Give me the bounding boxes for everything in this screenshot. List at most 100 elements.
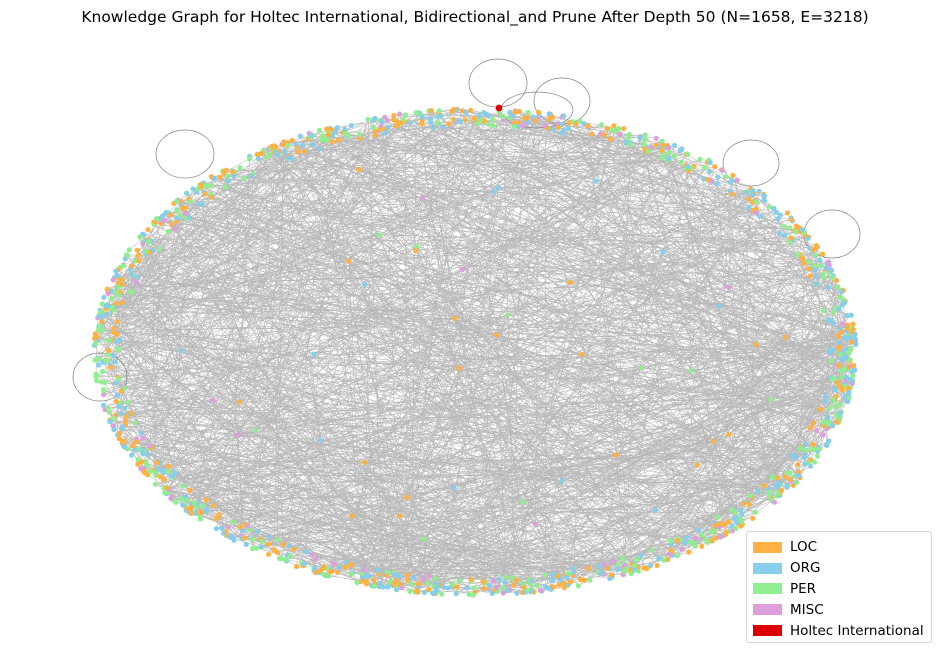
- graph-node-loc: [118, 388, 124, 394]
- graph-node-org: [844, 312, 850, 319]
- graph-node-org: [379, 118, 385, 125]
- graph-node-per: [316, 127, 323, 134]
- graph-node-per: [616, 126, 622, 132]
- graph-node-loc: [471, 115, 477, 121]
- graph-node-per: [641, 141, 647, 147]
- graph-node-loc: [326, 569, 333, 575]
- graph-node-org: [421, 589, 428, 596]
- graph-node-loc: [405, 577, 411, 583]
- graph-node-misc: [610, 559, 616, 566]
- graph-node-org: [383, 130, 389, 136]
- graph-node-org: [317, 437, 323, 443]
- graph-node-per: [628, 570, 634, 577]
- graph-node-per: [753, 199, 759, 205]
- legend-label-org: ORG: [790, 560, 821, 577]
- graph-node-per: [324, 137, 330, 143]
- graph-node-loc: [838, 329, 844, 335]
- graph-node-per: [490, 116, 496, 122]
- graph-node-org: [293, 141, 299, 147]
- graph-node-loc: [722, 522, 728, 528]
- graph-node-loc: [237, 524, 244, 530]
- graph-node-loc: [779, 487, 785, 493]
- graph-node-org: [104, 311, 110, 317]
- graph-node-per: [638, 365, 644, 371]
- graph-node-per: [408, 581, 414, 587]
- graph-node-org: [485, 113, 492, 119]
- graph-node-loc: [342, 564, 348, 571]
- graph-node-per: [180, 483, 186, 489]
- graph-node-loc: [258, 150, 265, 157]
- graph-node-org: [838, 357, 845, 363]
- graph-node-org: [118, 411, 124, 417]
- graph-node-per: [99, 379, 105, 385]
- graph-node-loc: [134, 247, 140, 253]
- graph-node-org: [114, 272, 120, 278]
- graph-node-org: [564, 574, 570, 580]
- graph-node-org: [172, 470, 178, 476]
- graph-node-per: [278, 555, 284, 561]
- graph-node-per: [477, 117, 483, 123]
- graph-node-per: [646, 148, 652, 154]
- graph-node-org: [392, 572, 398, 578]
- graph-node-per: [829, 274, 835, 280]
- graph-node-loc: [561, 581, 567, 587]
- graph-node-loc: [398, 120, 404, 126]
- graph-node-loc: [372, 132, 378, 138]
- graph-node-org: [707, 159, 713, 166]
- graph-node-per: [326, 573, 332, 579]
- graph-node-org: [178, 348, 184, 354]
- graph-node-loc: [536, 109, 542, 115]
- graph-node-loc: [446, 121, 452, 127]
- graph-node-org: [701, 176, 707, 182]
- graph-node-loc: [254, 151, 260, 157]
- graph-node-org: [755, 488, 761, 494]
- graph-node-per: [371, 583, 377, 589]
- graph-node-org: [656, 556, 662, 562]
- graph-node-loc: [793, 223, 799, 229]
- graph-node-loc: [567, 279, 574, 285]
- graph-node-org: [138, 430, 144, 436]
- graph-node-per: [678, 159, 684, 165]
- graph-node-misc: [420, 194, 426, 200]
- graph-node-loc: [658, 147, 665, 153]
- graph-node-org: [566, 125, 572, 132]
- graph-node-loc: [122, 419, 129, 425]
- graph-node-per: [847, 357, 853, 363]
- graph-node-per: [820, 419, 826, 425]
- graph-node-org: [638, 552, 644, 559]
- legend: LOC ORG PER MISC Holtec International: [746, 531, 932, 643]
- graph-node-per: [798, 445, 804, 451]
- graph-node-org: [267, 534, 273, 540]
- graph-node-loc: [265, 541, 272, 547]
- graph-node-loc: [415, 589, 421, 595]
- graph-node-per: [793, 229, 799, 235]
- graph-node-per: [634, 556, 640, 563]
- graph-node-per: [811, 446, 817, 452]
- graph-node-per: [177, 212, 183, 218]
- graph-node-per: [830, 309, 836, 315]
- graph-node-per: [723, 174, 729, 180]
- graph-node-loc: [833, 277, 840, 284]
- graph-node-loc: [413, 248, 419, 254]
- graph-node-per: [817, 446, 823, 452]
- graph-node-org: [199, 201, 205, 207]
- graph-node-org: [746, 204, 752, 211]
- graph-node-org: [784, 482, 790, 488]
- graph-node-loc: [123, 414, 129, 420]
- graph-node-per: [116, 292, 122, 298]
- graph-node-org: [239, 528, 245, 534]
- graph-node-loc: [127, 411, 133, 417]
- graph-node-loc: [390, 117, 396, 123]
- graph-node-loc: [750, 515, 756, 521]
- graph-node-loc: [128, 263, 135, 269]
- self-loop-layer: [72, 58, 861, 402]
- graph-node-per: [505, 312, 511, 318]
- graph-node-loc: [585, 565, 591, 572]
- graph-node-org: [842, 355, 849, 361]
- graph-node-per: [835, 414, 842, 420]
- graph-node-loc: [325, 132, 332, 138]
- graph-node-loc: [185, 505, 191, 512]
- graph-node-org: [297, 133, 303, 139]
- graph-node-misc: [146, 443, 152, 449]
- graph-node-org: [476, 113, 482, 119]
